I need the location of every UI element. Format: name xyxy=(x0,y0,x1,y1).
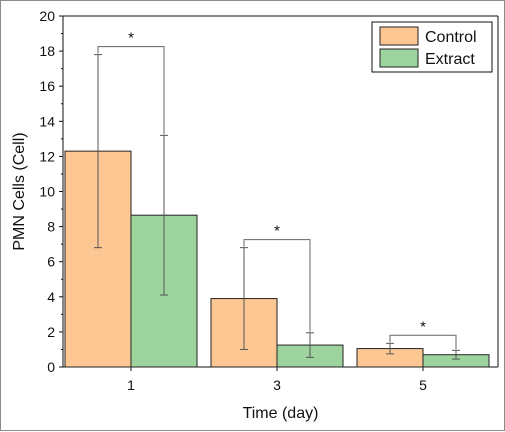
y-tick-label: 20 xyxy=(39,8,55,24)
legend-swatch-control xyxy=(379,26,419,46)
significance-bracket xyxy=(97,46,165,135)
significance-marker: * xyxy=(128,30,134,47)
y-axis-title: PMN Cells (Cell) xyxy=(11,132,28,250)
x-tick-label: 5 xyxy=(419,377,427,393)
y-tick-label: 12 xyxy=(39,148,55,164)
legend-swatch-extract xyxy=(379,48,419,68)
y-tick-label: 2 xyxy=(47,324,55,340)
x-axis-title: Time (day) xyxy=(243,405,319,422)
significance-marker: * xyxy=(420,318,426,335)
y-tick-label: 4 xyxy=(47,289,55,305)
y-tick-label: 10 xyxy=(39,184,55,200)
y-tick-label: 0 xyxy=(47,359,55,375)
y-tick-label: 8 xyxy=(47,219,55,235)
y-tick-label: 18 xyxy=(39,43,55,59)
y-tick-label: 16 xyxy=(39,78,55,94)
legend-label-extract: Extract xyxy=(425,51,475,68)
x-tick-label: 1 xyxy=(127,377,135,393)
y-tick-label: 6 xyxy=(47,254,55,270)
x-tick-label: 3 xyxy=(273,377,281,393)
significance-bracket xyxy=(389,334,457,350)
y-tick-label: 14 xyxy=(39,113,55,129)
significance-bracket xyxy=(243,239,311,332)
significance-marker: * xyxy=(274,223,280,240)
legend-label-control: Control xyxy=(425,29,477,46)
